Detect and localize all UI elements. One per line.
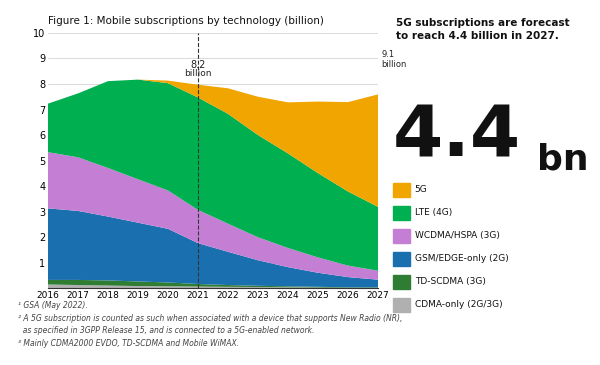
Text: Figure 1: Mobile subscriptions by technology (billion): Figure 1: Mobile subscriptions by techno… [48,16,324,26]
Text: 4.4: 4.4 [393,102,521,171]
Text: billion: billion [184,69,212,78]
Text: 8.2: 8.2 [190,60,206,70]
Text: CDMA-only (2G/3G): CDMA-only (2G/3G) [415,300,502,309]
Text: LTE (4G): LTE (4G) [415,208,452,217]
Text: 5G: 5G [415,185,427,194]
Text: ¹ GSA (May 2022).
² A 5G subscription is counted as such when associated with a : ¹ GSA (May 2022). ² A 5G subscription is… [18,301,403,347]
Text: WCDMA/HSPA (3G): WCDMA/HSPA (3G) [415,231,499,240]
Text: bn: bn [537,142,589,176]
Text: 5G subscriptions are forecast
to reach 4.4 billion in 2027.: 5G subscriptions are forecast to reach 4… [396,18,569,42]
Text: GSM/EDGE-only (2G): GSM/EDGE-only (2G) [415,254,508,263]
Text: 9.1
billion: 9.1 billion [381,50,406,69]
Text: TD-SCDMA (3G): TD-SCDMA (3G) [415,277,485,286]
